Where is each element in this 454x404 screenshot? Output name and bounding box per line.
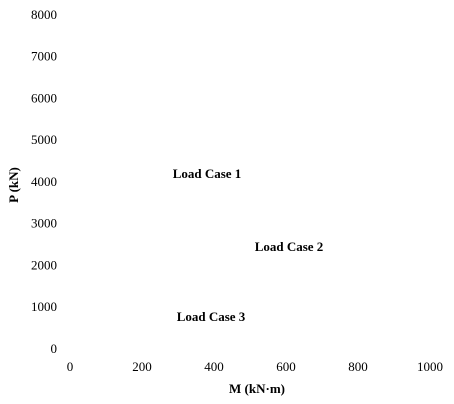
- y-tick-label: 4000: [31, 174, 57, 189]
- x-axis-label: M (kN·m): [229, 381, 285, 396]
- y-tick-label: 5000: [31, 132, 57, 147]
- x-tick-label: 200: [132, 359, 152, 374]
- y-tick-label: 8000: [31, 7, 57, 22]
- annotation: Load Case 3: [177, 309, 246, 324]
- y-tick-label: 0: [51, 341, 58, 356]
- y-tick-label: 1000: [31, 299, 57, 314]
- annotation: Load Case 1: [173, 166, 242, 181]
- x-tick-label: 600: [276, 359, 296, 374]
- y-tick-label: 7000: [31, 49, 57, 64]
- y-tick-label: 3000: [31, 216, 57, 231]
- y-axis-label: P (kN): [6, 167, 21, 203]
- x-tick-label: 1000: [417, 359, 443, 374]
- x-tick-label: 400: [204, 359, 224, 374]
- y-tick-label: 2000: [31, 257, 57, 272]
- y-tick-label: 6000: [31, 90, 57, 105]
- annotation: Load Case 2: [255, 239, 324, 254]
- x-tick-label: 800: [348, 359, 368, 374]
- x-tick-label: 0: [67, 359, 74, 374]
